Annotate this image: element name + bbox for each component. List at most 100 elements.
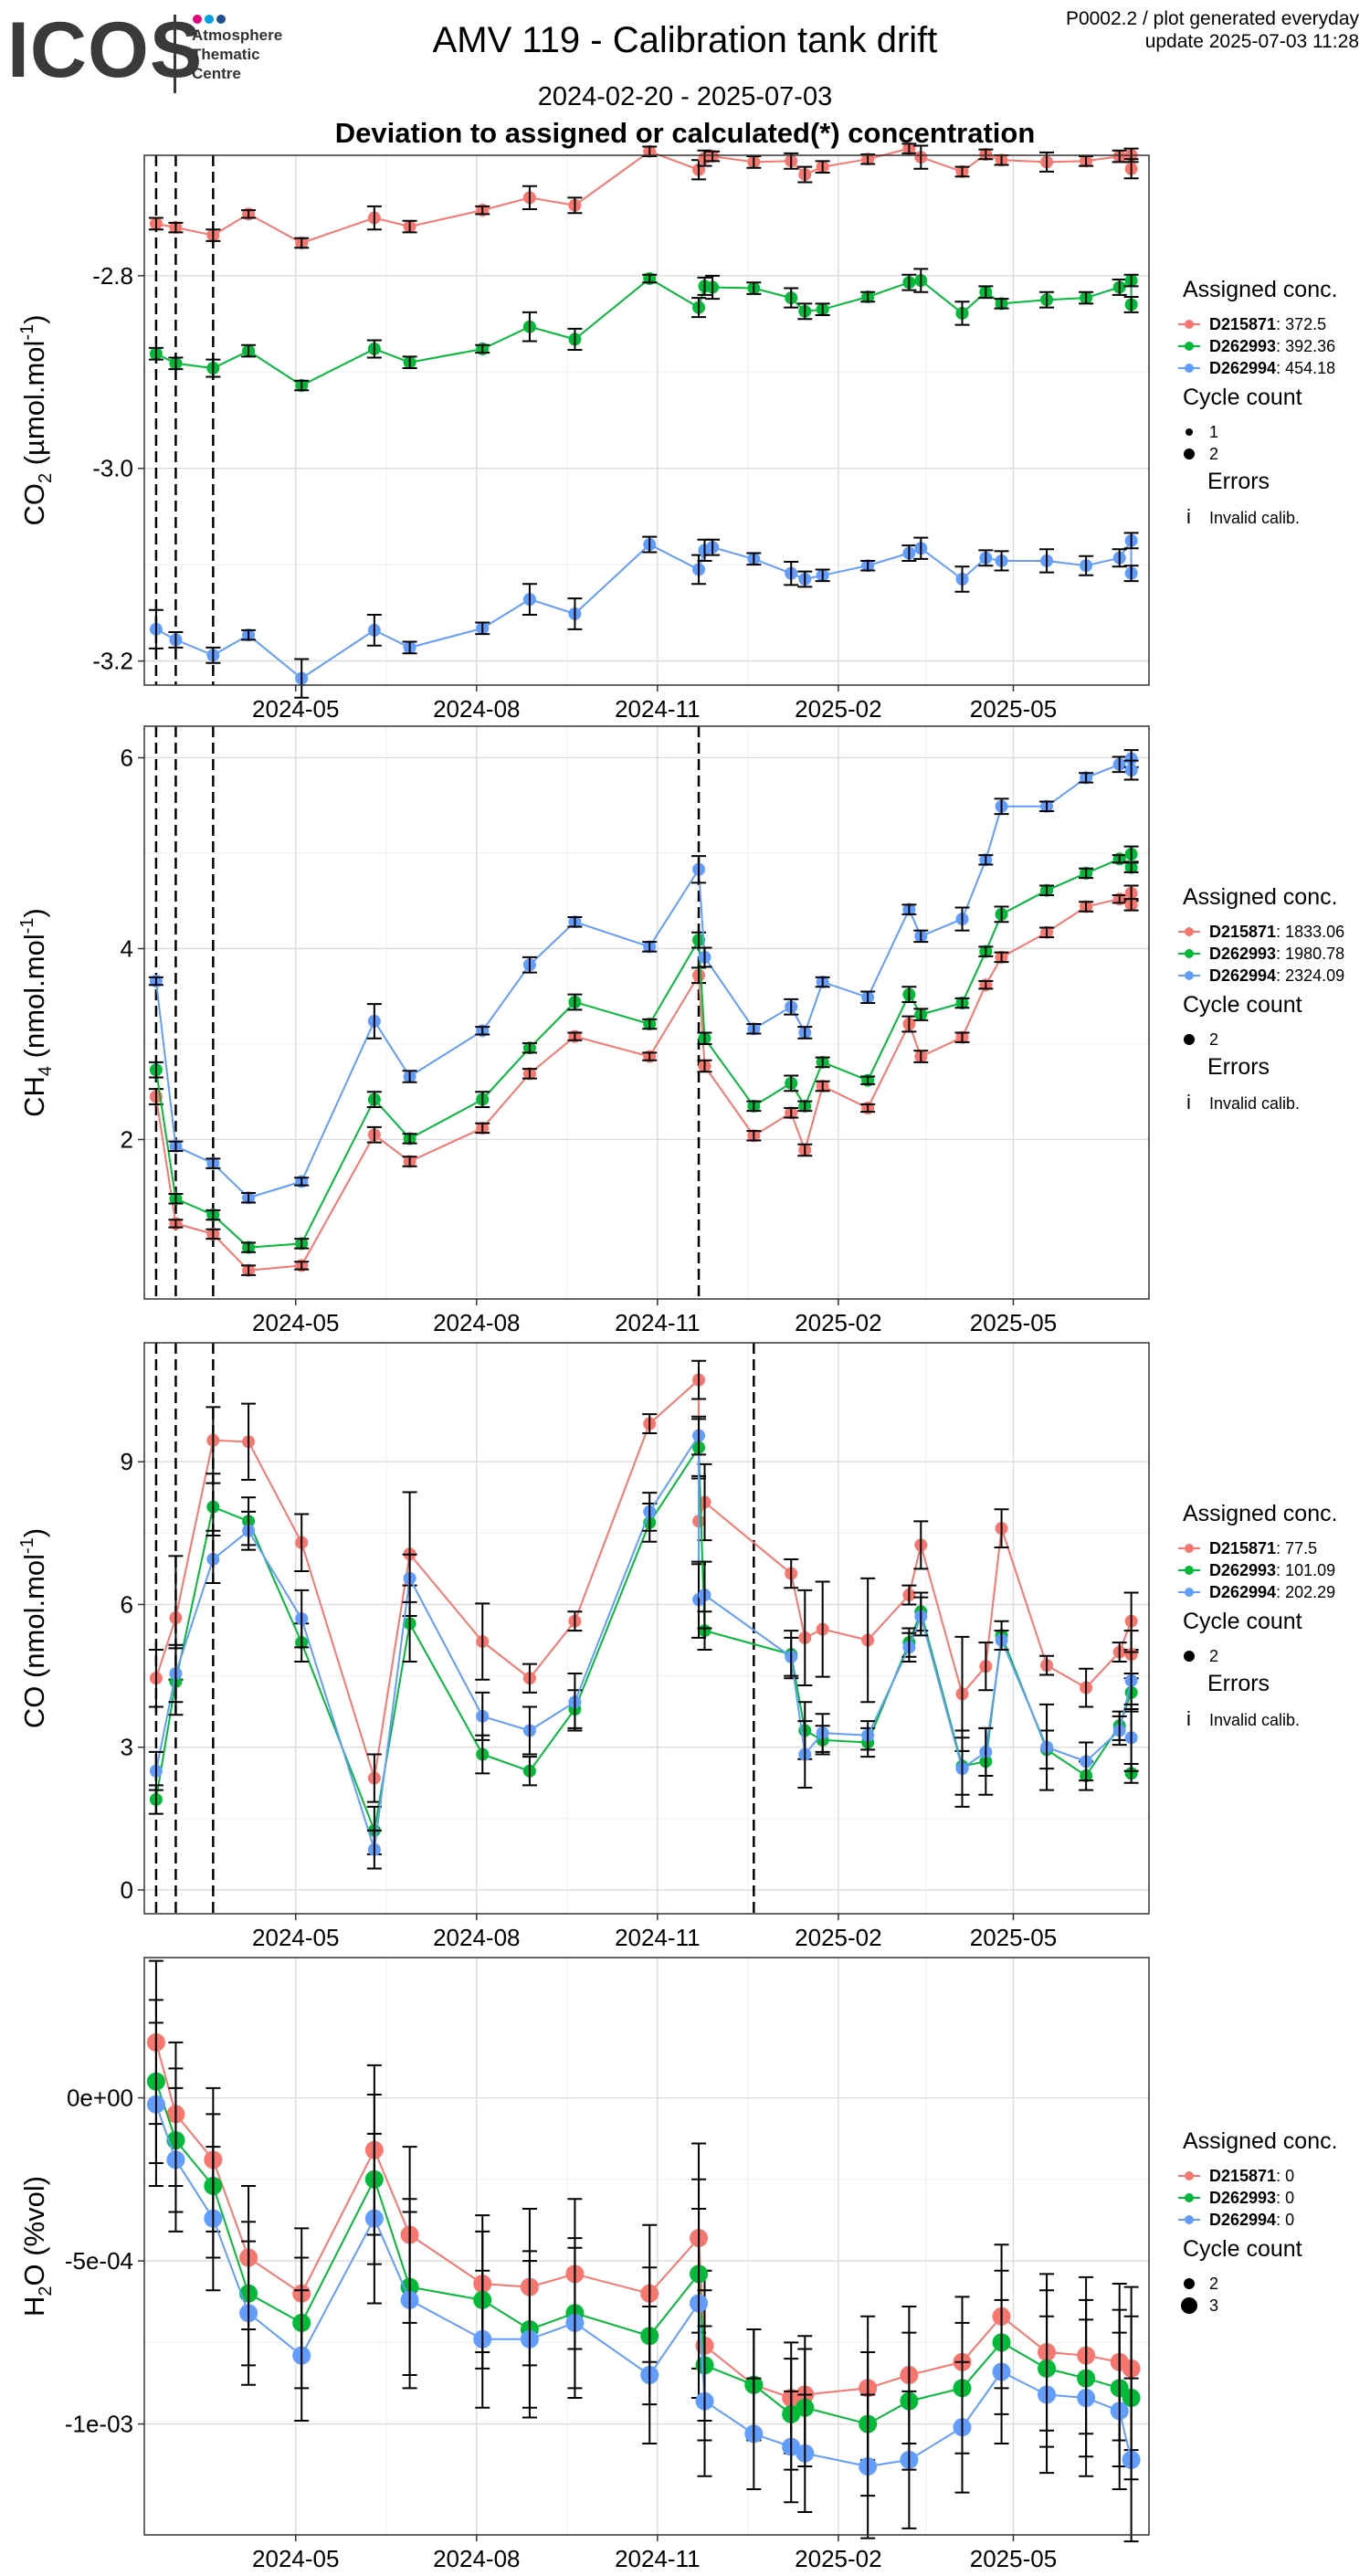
data-point-D215871: [1079, 154, 1094, 168]
data-point-D215871: [522, 1663, 537, 1694]
data-point-D262993: [642, 1018, 658, 1031]
data-point-D215871: [148, 1648, 163, 1708]
data-point-D262994: [746, 1022, 762, 1036]
data-point-D262993: [475, 1091, 490, 1108]
plot-border: [143, 1342, 1150, 1915]
legend-title: Assigned conc.: [1183, 1501, 1338, 1526]
y-axis-label-end: ): [18, 314, 50, 323]
data-point-D215871: [784, 1106, 799, 1120]
data-point-D262994: [901, 1631, 917, 1663]
data-point-D262993: [522, 1756, 537, 1787]
data-point-D215871: [797, 1143, 813, 1157]
x-tick-label: 2024-11: [615, 1924, 701, 1951]
data-point-D262994: [954, 906, 970, 932]
data-point-D262994: [1038, 2315, 1057, 2475]
legend-entry-value: : 454.18: [1276, 359, 1335, 377]
data-point-D262993: [206, 1482, 221, 1532]
data-point-D262994: [994, 1630, 1009, 1651]
update-time-text: update 2025-07-03 11:28: [1144, 31, 1359, 52]
legend-entry-text: D262994: 202.29: [1209, 1583, 1335, 1601]
y-axis-label-main: CH: [18, 1076, 50, 1117]
legend-entry-value: : 0: [1276, 2167, 1294, 2185]
data-point-D262994: [522, 955, 537, 974]
y-axis-label-end: ): [18, 908, 50, 917]
data-point-D262993: [402, 1132, 417, 1145]
legend-entry-text: D262994: 454.18: [1209, 359, 1335, 377]
data-point-D262994: [166, 2086, 185, 2233]
legend-size-marker: [1184, 1034, 1195, 1045]
data-point-D215871: [294, 1259, 310, 1272]
legend-entry-value: : 77.5: [1276, 1539, 1317, 1557]
data-point-D215871: [1123, 898, 1139, 912]
data-point-D262994: [913, 1596, 929, 1637]
data-point-D262994: [860, 1720, 876, 1751]
legend-entry-value: : 0: [1276, 2211, 1294, 2229]
y-tick-label: 2: [121, 1125, 133, 1153]
data-point-D215871: [642, 1050, 658, 1063]
data-point-D262994: [168, 1139, 184, 1153]
plot-border: [143, 154, 1150, 686]
logo-dot-magenta: [193, 15, 202, 24]
data-point-D262994: [913, 536, 929, 560]
legend-error-title: Errors: [1207, 469, 1270, 494]
logo-divider: [174, 15, 176, 93]
legend-entry-D262994: D262994: 454.18: [1178, 359, 1335, 377]
data-point-D262994: [239, 2240, 258, 2386]
data-point-D215871: [567, 1610, 583, 1632]
data-point-D262994: [522, 1705, 537, 1756]
data-point-D262993: [366, 1091, 382, 1108]
logo-dot-blue: [216, 15, 226, 24]
data-point-D262994: [1079, 1741, 1094, 1782]
data-point-D215871: [366, 205, 382, 231]
legend-size-title: Cycle count: [1183, 385, 1302, 410]
data-point-D262993: [954, 997, 970, 1010]
data-point-D215871: [978, 147, 994, 161]
legend-entry-value: : 1833.06: [1276, 923, 1344, 941]
y-axis-label-end: ): [18, 1528, 50, 1537]
data-point-D262993: [148, 1061, 163, 1079]
data-point-D262993: [1123, 860, 1139, 874]
data-point-D215871: [994, 950, 1009, 964]
x-tick-label: 2024-11: [615, 695, 701, 723]
legend-entry-D215871: D215871: 77.5: [1178, 1539, 1317, 1557]
data-point-D215871: [913, 1520, 929, 1570]
legend-swatch-point: [1185, 949, 1194, 958]
legend-swatch-point: [1185, 2193, 1194, 2202]
y-tick-label: 0e+00: [67, 2085, 133, 2112]
data-point-D262994: [148, 1750, 163, 1791]
y-axis-label-unit: (nmol.mol: [18, 1554, 50, 1686]
x-tick-label: 2025-05: [970, 2545, 1057, 2572]
legend-entry-value: : 2324.09: [1276, 966, 1344, 985]
data-point-D262993: [978, 945, 994, 958]
data-point-D262993: [522, 311, 537, 343]
logo-dot-cyan: [205, 15, 214, 24]
data-point-D215871: [815, 160, 830, 174]
y-axis-label-main: CO: [18, 483, 50, 526]
data-point-D262994: [1112, 755, 1127, 774]
legend-size-entry: 2: [1184, 1030, 1218, 1049]
data-point-D215871: [366, 1753, 382, 1803]
data-point-D262994: [1123, 759, 1139, 781]
data-point-D262994: [796, 2393, 815, 2514]
series-line-D262993: [154, 852, 1133, 1249]
data-point-D262994: [913, 929, 929, 944]
data-point-D262994: [744, 2377, 764, 2491]
legend-entry-value: : 101.09: [1276, 1561, 1335, 1579]
legend-entry-text: D262994: 0: [1209, 2211, 1294, 2229]
data-point-D215871: [994, 1508, 1009, 1548]
legend-entry-text: D215871: 372.5: [1209, 315, 1326, 333]
data-point-D262994: [364, 2132, 384, 2305]
data-point-D215871: [860, 1577, 876, 1704]
data-point-D262994: [241, 628, 257, 642]
data-point-D215871: [691, 1359, 707, 1400]
legend-swatch-point: [1185, 342, 1194, 351]
y-axis-label: CO (nmol.mol-1): [17, 1528, 50, 1728]
legend-error-icon: i: [1186, 505, 1191, 528]
data-point-D262994: [784, 998, 799, 1016]
data-point-D215871: [206, 1406, 221, 1475]
data-point-D262993: [797, 1099, 813, 1113]
data-point-D262994: [782, 2390, 801, 2504]
data-point-D262994: [1039, 799, 1055, 813]
series-line-D215871: [154, 892, 1133, 1272]
